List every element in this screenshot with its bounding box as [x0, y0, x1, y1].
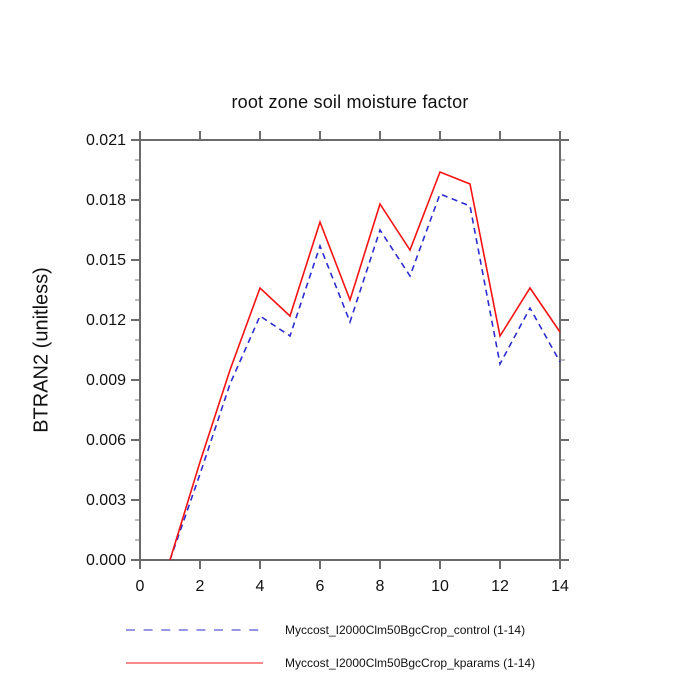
- y-tick-label: 0.021: [86, 132, 126, 149]
- y-tick-label: 0.012: [86, 312, 126, 329]
- x-tick-label: 4: [256, 578, 265, 595]
- x-tick-label: 10: [431, 578, 449, 595]
- x-tick-label: 2: [196, 578, 205, 595]
- x-tick-label: 12: [491, 578, 509, 595]
- chart-title: root zone soil moisture factor: [231, 92, 469, 112]
- x-tick-label: 6: [316, 578, 325, 595]
- y-tick-label: 0.006: [86, 432, 126, 449]
- y-tick-label: 0.018: [86, 192, 126, 209]
- x-tick-label: 0: [136, 578, 145, 595]
- legend-label-kparams: Myccost_I2000Clm50BgcCrop_kparams (1-14): [285, 656, 536, 670]
- series-line-1: [169, 170, 561, 561]
- legend-label-control: Myccost_I2000Clm50BgcCrop_control (1-14): [285, 623, 526, 637]
- legend-line-dashed-icon: [126, 629, 263, 631]
- y-tick-label: 0.003: [86, 492, 126, 509]
- y-tick-label: 0.000: [86, 552, 126, 569]
- y-tick-label: 0.009: [86, 372, 126, 389]
- x-tick-label: 8: [376, 578, 385, 595]
- legend-line-solid-icon: [126, 662, 263, 664]
- x-tick-label: 14: [551, 578, 569, 595]
- y-tick-label: 0.015: [86, 252, 126, 269]
